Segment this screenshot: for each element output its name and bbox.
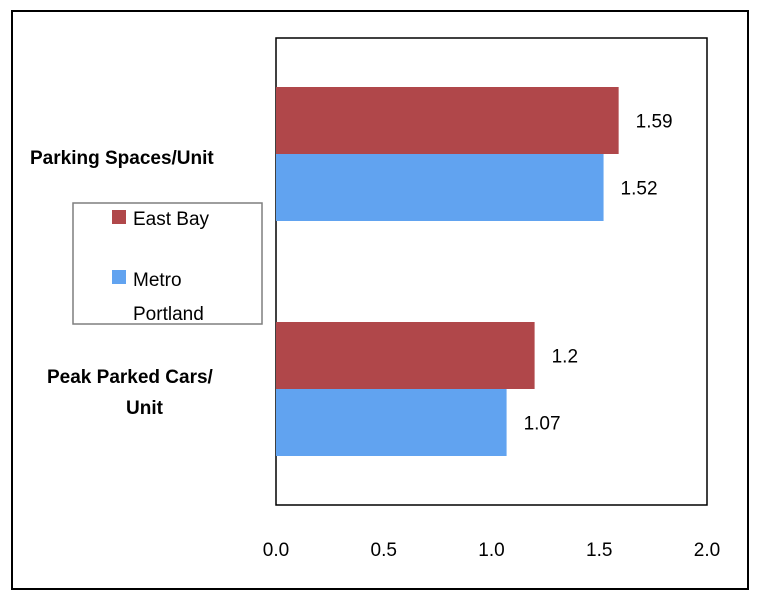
category-label-parking-spaces: Parking Spaces/Unit <box>30 148 214 169</box>
bars-group <box>276 87 619 456</box>
bar-metro-portland-1 <box>276 389 507 456</box>
value-label-east-bay-1: 1.2 <box>552 347 578 368</box>
category-label-peak-parked-line2: Unit <box>126 398 164 419</box>
bar-east-bay-0 <box>276 87 619 154</box>
value-label-east-bay-0: 1.59 <box>636 112 673 133</box>
bar-metro-portland-0 <box>276 154 604 221</box>
category-labels: Parking Spaces/Unit Peak Parked Cars/ Un… <box>30 148 214 419</box>
bar-east-bay-1 <box>276 322 535 389</box>
value-labels-group: 1.59 1.52 1.2 1.07 <box>524 112 673 435</box>
value-label-metro-portland-1: 1.07 <box>524 414 561 435</box>
x-tick-label: 1.0 <box>478 540 504 561</box>
category-label-peak-parked-line1: Peak Parked Cars/ <box>47 367 214 388</box>
legend-label-east-bay: East Bay <box>133 209 210 230</box>
bar-chart: 1.59 1.52 1.2 1.07 0.0 0.5 1.0 1.5 2.0 Parking … <box>30 37 720 561</box>
legend-swatch-east-bay <box>112 210 126 224</box>
x-tick-label: 1.5 <box>586 540 612 561</box>
x-tick-label: 2.0 <box>694 540 720 561</box>
x-tick-label: 0.5 <box>371 540 397 561</box>
legend-box <box>72 202 263 325</box>
legend-label-metro-portland-line2: Portland <box>133 304 204 325</box>
value-label-metro-portland-0: 1.52 <box>621 179 658 200</box>
x-axis-ticks: 0.0 0.5 1.0 1.5 2.0 <box>263 540 720 561</box>
x-tick-label: 0.0 <box>263 540 289 561</box>
legend: East Bay Metro Portland <box>72 202 263 325</box>
legend-swatch-metro-portland <box>112 270 126 284</box>
legend-label-metro-portland-line1: Metro <box>133 270 182 291</box>
